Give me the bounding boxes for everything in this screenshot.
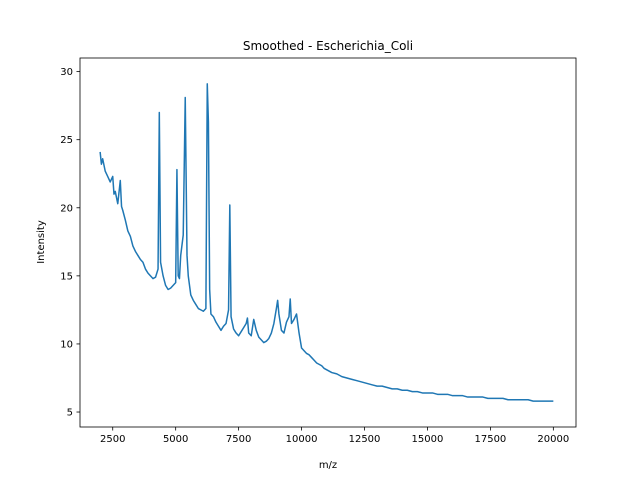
x-axis-ticks: 2500 5000 7500 10000 12500 15000 17500 20000 [100,427,569,445]
series-line-0 [99,83,554,402]
x-tick-label: 17500 [474,434,506,445]
plot-frame [79,57,577,428]
x-tick-label: 15000 [412,434,444,445]
x-axis-label: m/z [319,460,337,471]
y-tick-label: 10 [60,339,73,350]
plot-area [80,58,576,427]
x-tick-label: 10000 [286,434,318,445]
y-axis-label: Intensity [36,220,47,264]
x-tick-label: 2500 [100,434,125,445]
x-tick-label: 7500 [226,434,251,445]
x-tick-label: 12500 [349,434,381,445]
y-tick-label: 15 [60,271,73,282]
x-tick-label: 5000 [163,434,188,445]
y-tick-label: 25 [60,135,73,146]
y-axis-ticks: 5 10 15 20 25 30 [60,67,80,419]
series-layer [99,83,554,402]
y-tick-label: 20 [60,203,73,214]
chart-title: Smoothed - Escherichia_Coli [243,39,413,53]
x-tick-label: 20000 [537,434,569,445]
y-tick-label: 5 [67,408,73,419]
y-tick-label: 30 [60,67,73,78]
